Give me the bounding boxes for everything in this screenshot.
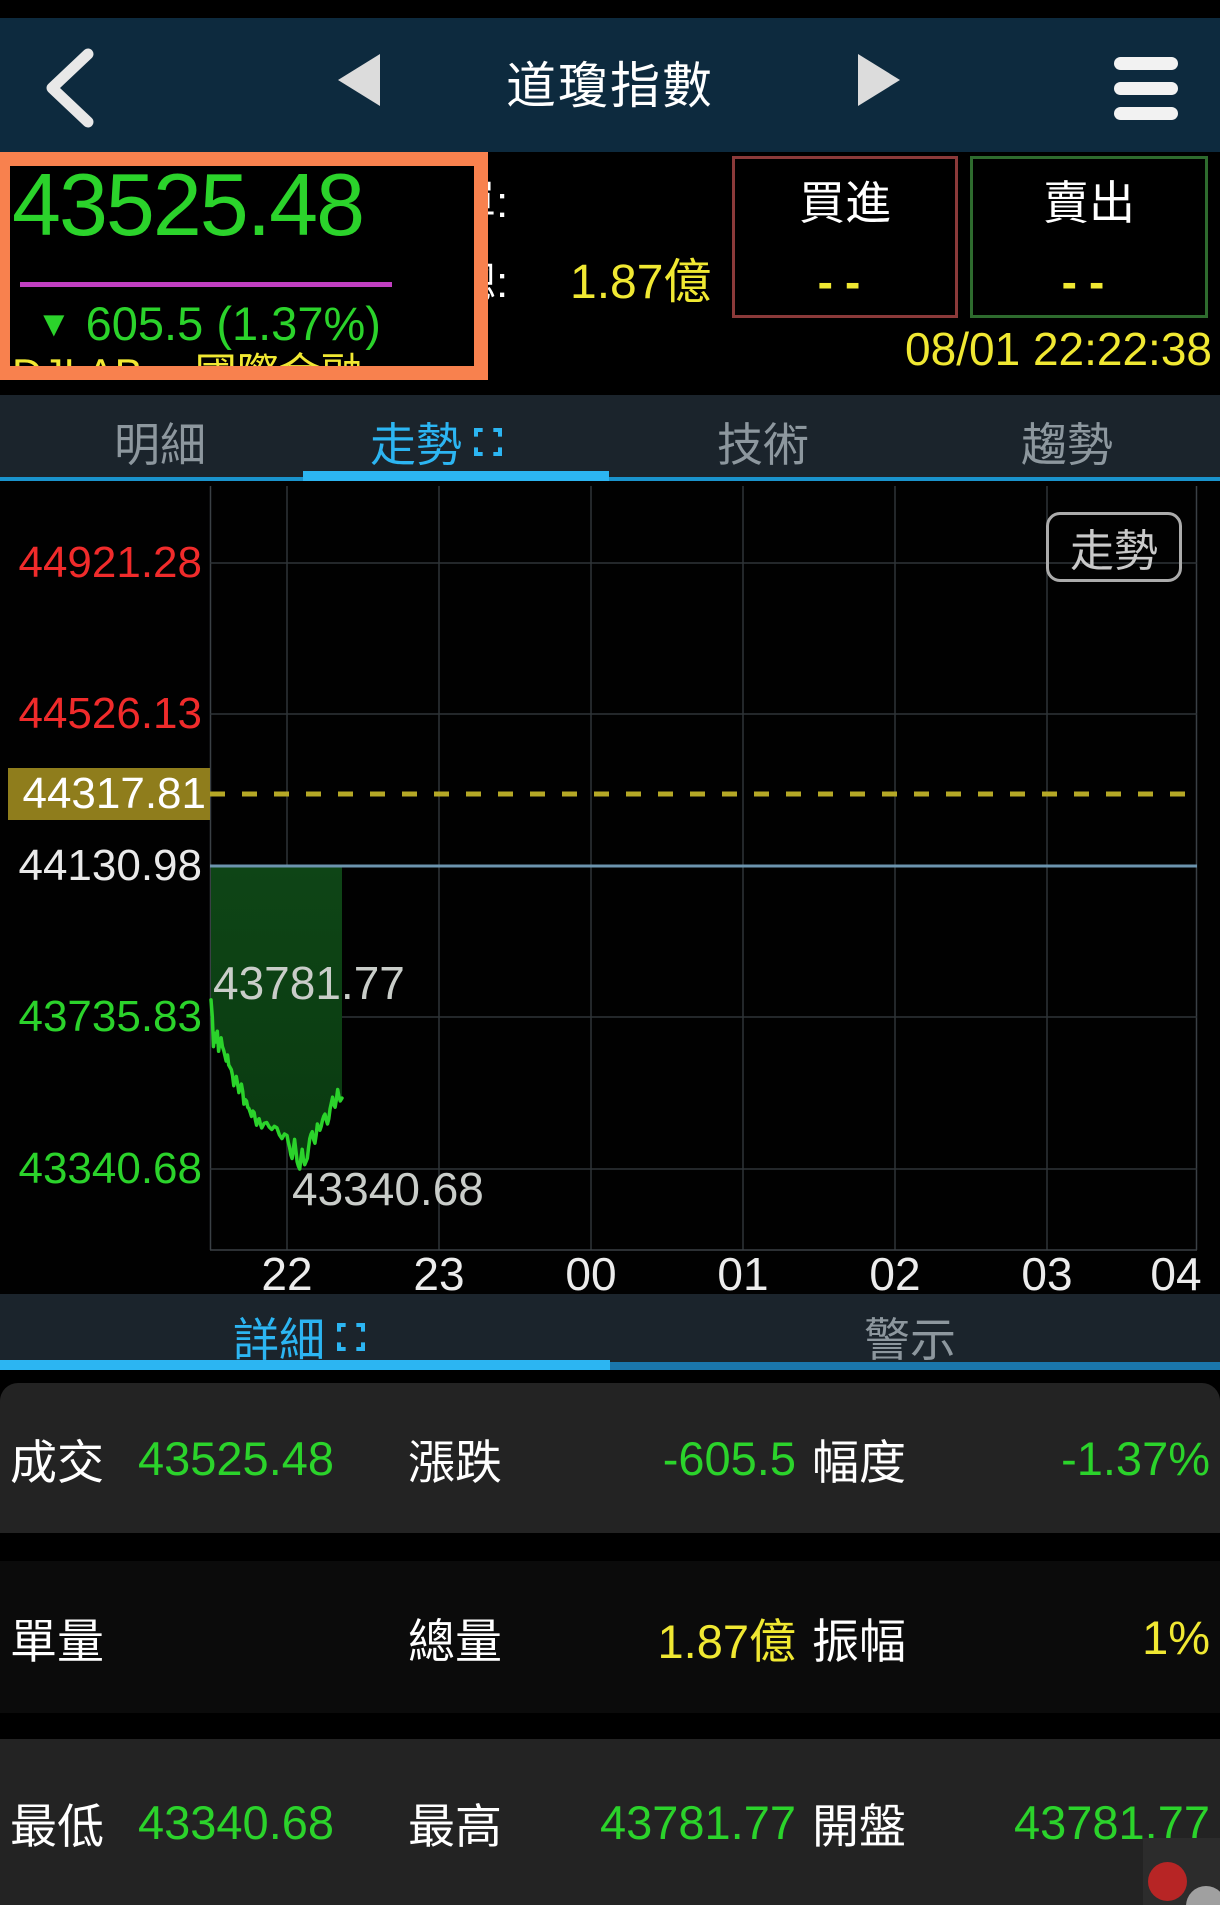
x-tick: 01 [717, 1248, 769, 1300]
field-label: 振幅 [812, 1614, 906, 1668]
y-axis-label: 44526.13 [18, 689, 202, 738]
tab-trend-chart[interactable]: 走勢 [370, 409, 504, 475]
buy-label: 買進 [799, 177, 891, 229]
chart-type-badge[interactable]: 走勢 [1046, 512, 1182, 582]
tab-technical[interactable]: 技術 [717, 419, 809, 471]
x-tick: 22 [261, 1248, 313, 1300]
price-line [209, 998, 344, 1171]
tab-bar-underline [0, 1362, 1220, 1370]
field-label: 開盤 [812, 1799, 906, 1853]
field-label: 最高 [408, 1799, 502, 1853]
field-value: 43781.77 [599, 1795, 796, 1849]
change-value: 605.5 [85, 297, 204, 350]
chart-gridlines [209, 486, 1198, 1251]
hamburger-menu-icon[interactable] [1114, 44, 1180, 132]
open-price-annotation: 43781.77 [213, 957, 405, 1009]
field-value: 1% [1142, 1610, 1210, 1664]
status-bar [0, 0, 1220, 18]
expand-icon [474, 428, 502, 456]
bottom-tab-bar: 詳細 警示 [0, 1294, 1220, 1370]
prev-symbol-icon[interactable] [338, 54, 380, 106]
chart-svg [209, 486, 1198, 1251]
field-label: 幅度 [812, 1435, 906, 1489]
symbol-row: DJI.AB 國際金融 [12, 340, 363, 380]
buy-price: -- [817, 256, 873, 308]
y-axis-label: 43735.83 [18, 992, 202, 1041]
back-chevron-icon [46, 48, 94, 128]
x-tick: 23 [413, 1248, 465, 1300]
y-axis-label: 44921.28 [18, 538, 202, 587]
last-price: 43525.48 [12, 155, 365, 254]
field-label: 單量 [10, 1614, 104, 1668]
buy-button[interactable]: 買進 -- [732, 156, 958, 318]
sell-button[interactable]: 賣出 -- [970, 156, 1208, 318]
field-value: -605.5 [662, 1431, 796, 1485]
back-button[interactable] [30, 44, 114, 132]
sell-label: 賣出 [1043, 177, 1135, 229]
field-value: -1.37% [1061, 1431, 1210, 1485]
sell-price: -- [1061, 256, 1117, 308]
quote-timestamp: 08/01 22:22:38 [905, 323, 1212, 375]
active-tab-underline [0, 1360, 610, 1370]
low-price-annotation: 43340.68 [292, 1163, 484, 1215]
total-volume-value: 1.87億 [570, 256, 712, 309]
price-underline [20, 282, 392, 287]
field-label: 成交 [10, 1435, 104, 1489]
main-tab-bar: 明細 走勢 技術 趨勢 [0, 395, 1220, 481]
field-value: 43525.48 [138, 1431, 335, 1485]
price-highlight-box[interactable]: 43525.48 ▼ 605.5 (1.37%) DJI.AB 國際金融 [0, 152, 488, 380]
field-value: 1.87億 [657, 1614, 796, 1668]
symbol-category: 國際金融 [194, 350, 363, 380]
fab-button[interactable] [1186, 1886, 1220, 1905]
tab-detail-list[interactable]: 明細 [114, 419, 206, 471]
x-tick: 00 [565, 1248, 617, 1300]
field-label: 漲跌 [408, 1435, 502, 1489]
field-label: 最低 [10, 1799, 104, 1853]
page-title: 道瓊指數 [506, 58, 714, 114]
y-axis-label-prev-close: 44130.98 [18, 841, 202, 890]
tab-alerts[interactable]: 警示 [864, 1314, 956, 1366]
active-tab-underline [303, 471, 609, 481]
next-symbol-icon[interactable] [858, 54, 900, 106]
detail-row-range: 最低 43340.68 最高 43781.77 開盤 43781.77 [0, 1739, 1220, 1905]
field-label: 總量 [408, 1614, 502, 1668]
tab-tendency[interactable]: 趨勢 [1021, 419, 1113, 471]
record-dot-button[interactable] [1148, 1862, 1187, 1901]
x-tick: 03 [1021, 1248, 1073, 1300]
symbol-code: DJI.AB [12, 350, 143, 380]
field-value: 43340.68 [138, 1795, 335, 1849]
top-nav-bar: 道瓊指數 [0, 18, 1220, 168]
expand-icon [337, 1323, 365, 1351]
y-axis-highlighted-label: 44317.81 [8, 768, 210, 820]
y-axis-label: 43340.68 [18, 1144, 202, 1193]
quote-section: 單: 總: 1.87億 買進 -- 賣出 -- 08/01 22:22:38 4… [0, 152, 1220, 395]
tab-detail-panel[interactable]: 詳細 [233, 1304, 367, 1370]
down-triangle-icon: ▼ [36, 303, 72, 344]
price-change: ▼ 605.5 (1.37%) [36, 296, 381, 351]
detail-row-volume: 單量 總量 1.87億 振幅 1% [0, 1561, 1220, 1713]
tab-bar-underline [0, 477, 1220, 481]
change-percent: (1.37%) [216, 297, 381, 350]
x-tick: 04 [1150, 1248, 1202, 1300]
detail-row-price: 成交 43525.48 漲跌 -605.5 幅度 -1.37% [0, 1383, 1220, 1533]
x-tick: 02 [869, 1248, 921, 1300]
intraday-chart-canvas[interactable] [0, 481, 1220, 1294]
